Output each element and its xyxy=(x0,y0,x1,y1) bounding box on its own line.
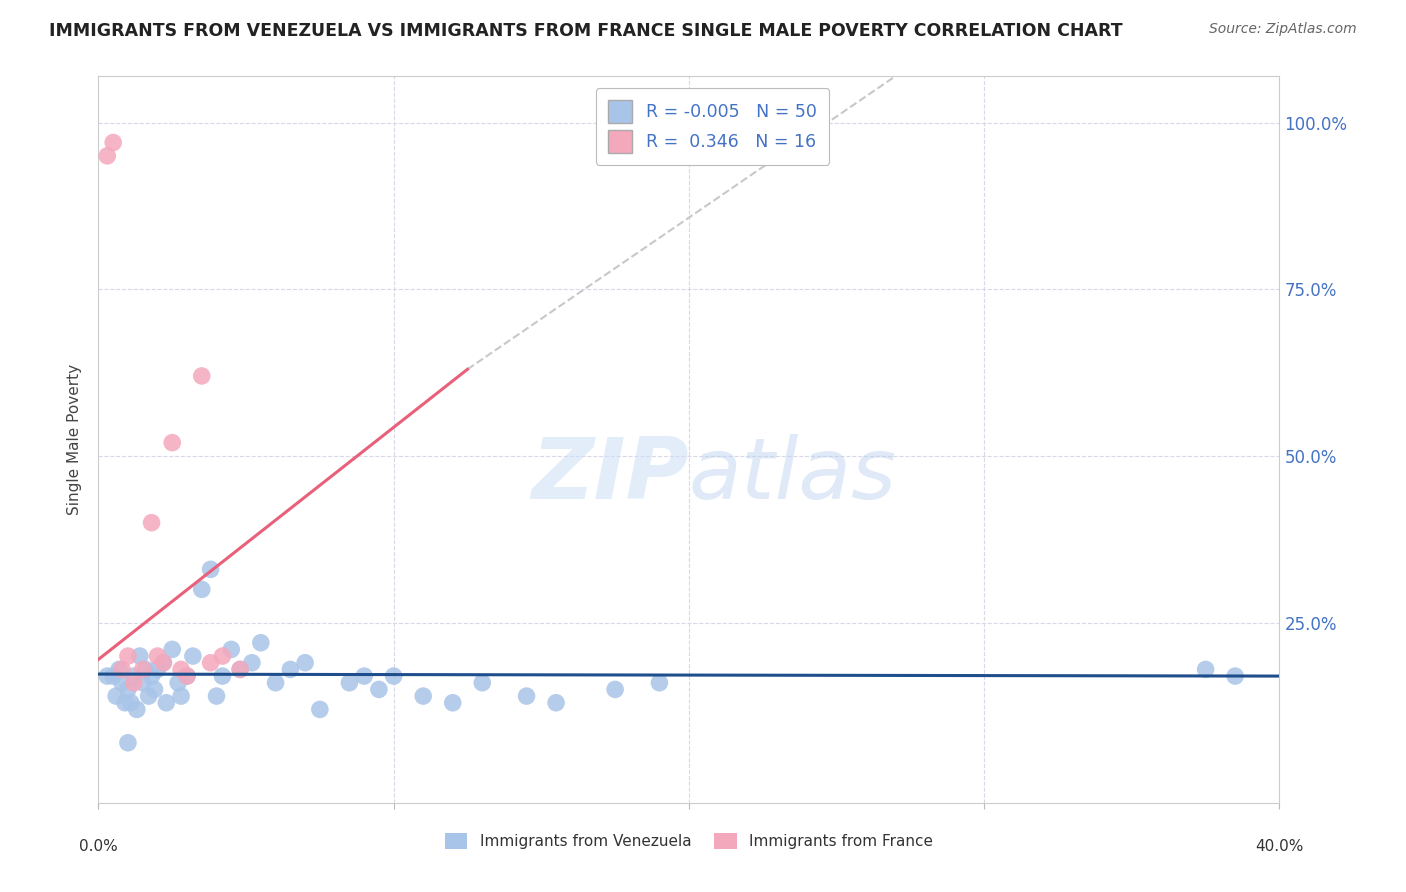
Text: Source: ZipAtlas.com: Source: ZipAtlas.com xyxy=(1209,22,1357,37)
Point xyxy=(125,702,148,716)
Point xyxy=(264,675,287,690)
Point xyxy=(141,516,163,530)
Point xyxy=(200,656,222,670)
Point xyxy=(96,669,118,683)
Point xyxy=(122,675,145,690)
Point xyxy=(128,649,150,664)
Point xyxy=(441,696,464,710)
Point xyxy=(412,689,434,703)
Point xyxy=(146,649,169,664)
Point xyxy=(135,662,157,676)
Point xyxy=(146,662,169,676)
Point xyxy=(162,642,183,657)
Text: atlas: atlas xyxy=(689,434,897,517)
Point xyxy=(132,662,155,676)
Point xyxy=(229,662,252,676)
Point xyxy=(368,682,391,697)
Point xyxy=(114,696,136,710)
Point xyxy=(117,736,139,750)
Point xyxy=(181,649,204,664)
Point xyxy=(546,696,568,710)
Point xyxy=(162,435,183,450)
Point xyxy=(143,682,166,697)
Point xyxy=(176,669,198,683)
Point xyxy=(1225,669,1247,683)
Y-axis label: Single Male Poverty: Single Male Poverty xyxy=(67,364,83,515)
Point xyxy=(309,702,332,716)
Point xyxy=(132,675,155,690)
Point xyxy=(117,682,139,697)
Point xyxy=(382,669,405,683)
Point xyxy=(141,669,163,683)
Point xyxy=(170,689,193,703)
Point xyxy=(138,689,160,703)
Point xyxy=(111,662,134,676)
Point xyxy=(176,669,198,683)
Point xyxy=(211,669,233,683)
Point xyxy=(205,689,228,703)
Text: ZIP: ZIP xyxy=(531,434,689,517)
Point xyxy=(103,136,125,150)
Point xyxy=(280,662,302,676)
Point xyxy=(108,662,131,676)
Text: 0.0%: 0.0% xyxy=(79,839,118,855)
Point xyxy=(221,642,243,657)
Point xyxy=(191,368,214,383)
Point xyxy=(516,689,538,703)
Point xyxy=(339,675,361,690)
Point xyxy=(200,562,222,576)
Point xyxy=(152,656,174,670)
Text: 40.0%: 40.0% xyxy=(1256,839,1303,855)
Point xyxy=(605,682,627,697)
Point xyxy=(155,696,177,710)
Point xyxy=(103,669,125,683)
Point xyxy=(294,656,316,670)
Point xyxy=(211,649,233,664)
Point xyxy=(96,149,118,163)
Point xyxy=(229,662,252,676)
Point xyxy=(471,675,494,690)
Point xyxy=(191,582,214,597)
Point xyxy=(117,649,139,664)
Point xyxy=(122,669,145,683)
Point xyxy=(648,675,671,690)
Point xyxy=(353,669,375,683)
Point xyxy=(240,656,263,670)
Point xyxy=(105,689,128,703)
Point xyxy=(111,675,134,690)
Point xyxy=(170,662,193,676)
Point xyxy=(167,675,190,690)
Text: IMMIGRANTS FROM VENEZUELA VS IMMIGRANTS FROM FRANCE SINGLE MALE POVERTY CORRELAT: IMMIGRANTS FROM VENEZUELA VS IMMIGRANTS … xyxy=(49,22,1123,40)
Point xyxy=(120,696,142,710)
Legend: Immigrants from Venezuela, Immigrants from France: Immigrants from Venezuela, Immigrants fr… xyxy=(437,825,941,857)
Point xyxy=(250,636,273,650)
Point xyxy=(152,656,174,670)
Point xyxy=(1195,662,1218,676)
